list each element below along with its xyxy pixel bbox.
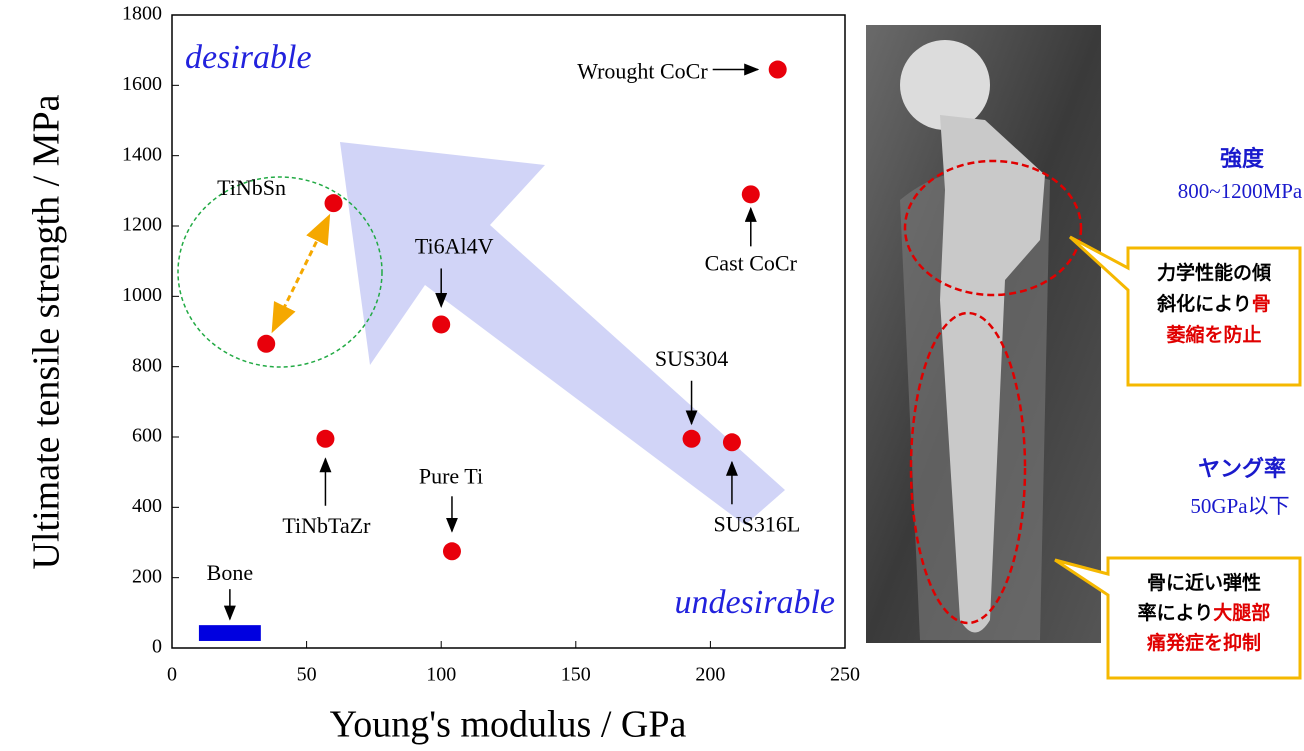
callout-text: 力学性能の傾: [1157, 261, 1272, 284]
point-label: Wrought CoCr: [577, 59, 708, 84]
desirable-label: desirable: [185, 39, 312, 76]
callout-box: [1068, 235, 1302, 387]
y-tick-label: 1400: [122, 143, 162, 165]
x-tick-label: 200: [695, 664, 725, 686]
callout-text: 萎縮を防止: [1165, 323, 1261, 346]
x-tick-label: 50: [297, 664, 317, 686]
ellipse-bottom: [909, 311, 1027, 625]
callout-text: 斜化により骨: [1156, 292, 1271, 315]
point-label: Pure Ti: [419, 463, 483, 488]
point-label: TiNbTaZr: [282, 513, 371, 538]
undesirable-label: undesirable: [674, 584, 835, 621]
modulus-value: 50GPa以下: [1190, 494, 1289, 518]
callout-segment: 骨: [1252, 293, 1271, 315]
y-tick-label: 1000: [122, 284, 162, 306]
data-point: [722, 433, 741, 452]
data-point: [682, 429, 701, 448]
y-tick-label: 800: [132, 354, 162, 376]
data-point: [432, 315, 451, 334]
point-label: SUS304: [655, 346, 728, 371]
callout-box: [1054, 556, 1302, 680]
data-point: [316, 429, 335, 448]
data-point: [257, 334, 276, 353]
bone-bar: [198, 625, 261, 641]
callout-text: 率により大腿部: [1138, 601, 1271, 624]
callout-segment: 萎縮を防止: [1165, 323, 1261, 346]
data-point: [768, 60, 787, 79]
data-point: [442, 542, 461, 561]
callout-segment: 痛発症を抑制: [1147, 631, 1261, 654]
y-tick-label: 0: [152, 636, 162, 658]
y-tick-label: 400: [132, 495, 162, 517]
x-tick-label: 250: [830, 664, 860, 686]
point-label: SUS316L: [714, 511, 801, 536]
point-label: Ti6Al4V: [415, 234, 494, 259]
group-ellipse: [177, 176, 383, 368]
x-tick-label: 150: [561, 664, 591, 686]
pair-arrow: [271, 213, 331, 334]
strength-value: 800~1200MPa: [1178, 179, 1303, 203]
y-tick-label: 1200: [122, 214, 162, 236]
callout-segment: 骨に近い弾性: [1147, 571, 1261, 594]
callout-text: 骨に近い弾性: [1147, 571, 1261, 594]
bone-label: Bone: [207, 560, 253, 585]
trend-arrow: [340, 142, 785, 525]
y-tick-label: 600: [132, 425, 162, 447]
point-label: TiNbSn: [217, 175, 286, 200]
plot-frame: [171, 14, 846, 649]
callout-segment: 斜化により: [1156, 292, 1252, 315]
y-tick-label: 1800: [122, 3, 162, 25]
strength-title: 強度: [1220, 146, 1265, 172]
callout-text: 痛発症を抑制: [1147, 631, 1261, 654]
x-tick-label: 0: [167, 664, 177, 686]
x-tick-label: 100: [426, 664, 456, 686]
implant-head: [900, 40, 990, 130]
y-tick-label: 1600: [122, 73, 162, 95]
x-axis-label: Young's modulus / GPa: [330, 704, 687, 746]
y-tick-label: 200: [132, 565, 162, 587]
data-point: [741, 185, 760, 204]
ellipse-top: [903, 159, 1083, 297]
modulus-title: ヤング率: [1198, 456, 1286, 482]
callout-segment: 力学性能の傾: [1157, 261, 1272, 284]
point-label: Cast CoCr: [705, 250, 798, 275]
callout-segment: 率により: [1138, 601, 1214, 624]
callout-segment: 大腿部: [1213, 601, 1270, 624]
data-point: [324, 194, 343, 213]
implant-stem: [940, 115, 1045, 633]
y-axis-label: Ultimate tensile strength / MPa: [26, 94, 68, 569]
